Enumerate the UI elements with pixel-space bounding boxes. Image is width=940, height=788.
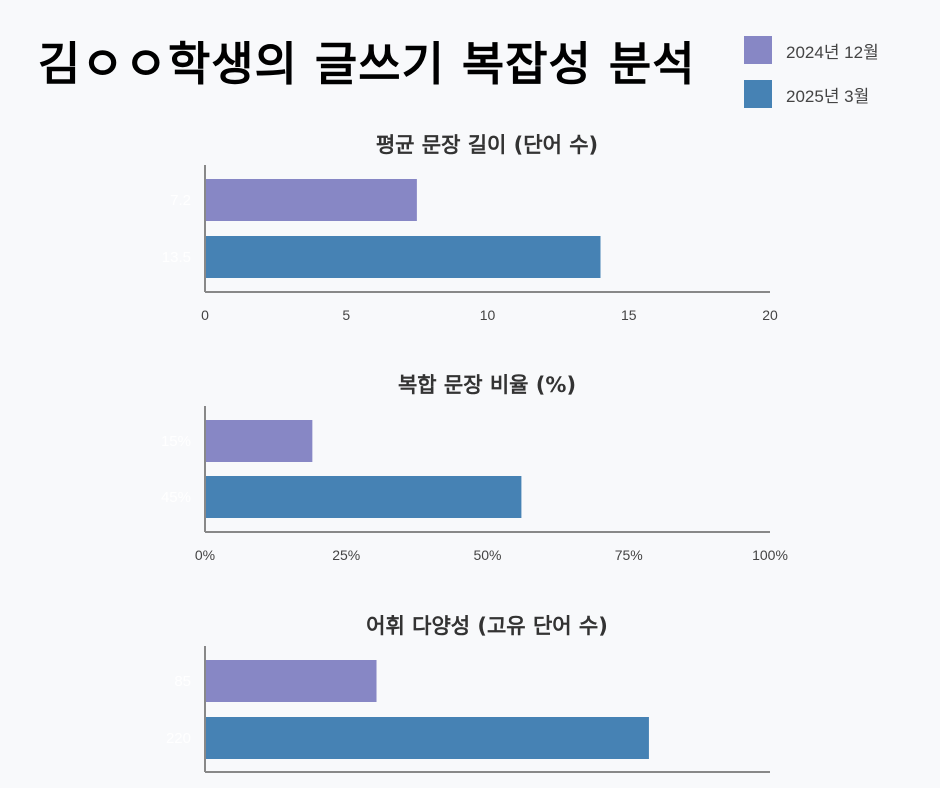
bar-label-1-2024: 7.2: [170, 192, 191, 209]
x-tick-1-1: 5: [342, 307, 350, 323]
x-tick-2-2: 50%: [473, 547, 501, 563]
bar-label-3-2024: 85: [174, 673, 191, 690]
legend-item-2025: 2025년 3월: [744, 80, 879, 108]
x-tick-1-3: 15: [621, 307, 637, 323]
chart-title-3: 어휘 다양성 (고유 단어 수): [366, 614, 608, 638]
chart-title-2: 복합 문장 비율 (%): [398, 373, 576, 397]
bar-2-2025: [205, 476, 522, 518]
bar-label-2-2025: 45%: [161, 489, 191, 506]
legend-label-2025: 2025년 3월: [786, 86, 870, 106]
bar-label-1-2025: 13.5: [162, 249, 191, 266]
bar-label-3-2025: 220: [166, 730, 191, 747]
legend-swatch-2025: [744, 80, 772, 108]
legend: 2024년 12월 2025년 3월: [744, 36, 879, 124]
x-tick-2-0: 0%: [195, 547, 215, 563]
bar-1-2024: [205, 179, 417, 221]
x-tick-2-4: 100%: [752, 547, 788, 563]
bar-3-2025: [205, 717, 649, 759]
legend-item-2024: 2024년 12월: [744, 36, 879, 64]
x-tick-1-4: 20: [762, 307, 778, 323]
legend-swatch-2024: [744, 36, 772, 64]
bar-3-2024: [205, 660, 377, 702]
legend-label-2024: 2024년 12월: [786, 42, 879, 62]
bar-1-2025: [205, 236, 601, 278]
bar-2-2024: [205, 420, 313, 462]
x-tick-2-3: 75%: [615, 547, 643, 563]
x-tick-2-1: 25%: [332, 547, 360, 563]
chart-title-1: 평균 문장 길이 (단어 수): [376, 133, 598, 157]
bar-label-2-2024: 15%: [161, 433, 191, 450]
page-title: 김ㅇㅇ학생의 글쓰기 복잡성 분석: [38, 37, 696, 91]
x-tick-1-0: 0: [201, 307, 209, 323]
x-tick-1-2: 10: [480, 307, 496, 323]
